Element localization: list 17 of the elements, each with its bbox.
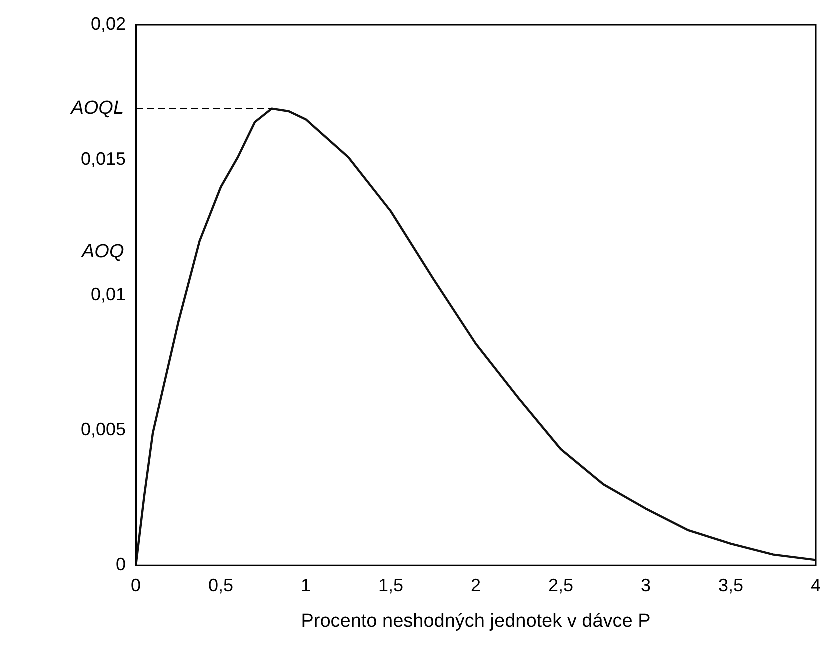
x-tick-label: 3,5 [718, 575, 744, 596]
y-tick-label: 0,02 [90, 14, 126, 34]
ref-line-label: AOQL [70, 98, 124, 120]
x-tick-label: 2 [471, 575, 482, 596]
y-tick-label: 0,005 [80, 419, 126, 440]
x-tick-label: 2,5 [548, 575, 574, 596]
y-tick-label: 0 [116, 554, 126, 575]
x-axis-title: Procento neshodných jednotek v dávce P [301, 610, 651, 632]
y-tick-label: 0,015 [80, 149, 126, 170]
x-tick-label: 0 [131, 575, 142, 596]
x-tick-label: 1 [301, 575, 312, 596]
x-tick-label: 4 [810, 575, 821, 596]
y-axis-title: AOQ [81, 241, 124, 262]
x-tick-label: 3 [641, 575, 652, 596]
x-tick-label: 1,5 [378, 575, 404, 596]
x-tick-label: 0,5 [208, 575, 234, 596]
y-tick-label: 0,01 [90, 284, 126, 304]
